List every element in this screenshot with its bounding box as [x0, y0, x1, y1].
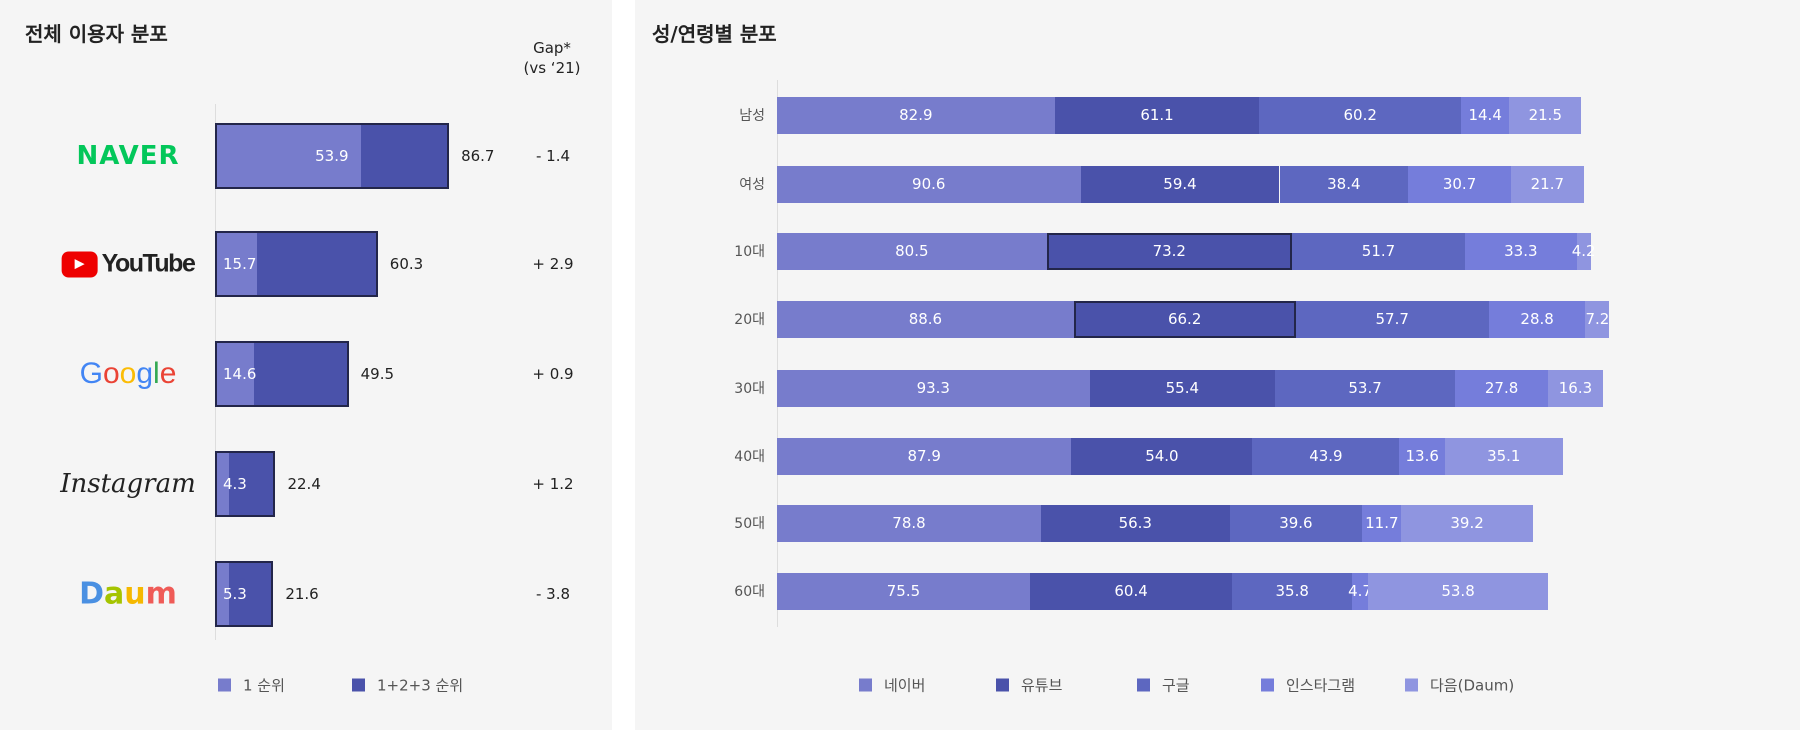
segment-남성-다음(Daum): 21.5 — [1509, 96, 1582, 134]
bar-rank1-instagram: 4.3 — [217, 453, 247, 515]
segment-10대-다음(Daum): 4.2 — [1572, 232, 1596, 270]
segment-40대-구글: 43.9 — [1252, 437, 1400, 475]
overall-user-panel: 전체 이용자 분포 Gap* (vs ‘21) 53.9 86.7 - 1.4 15.… — [0, 0, 612, 730]
bar-rank1-naver: 53.9 — [217, 125, 361, 187]
right-chart-title: 성/연령별 분포 — [652, 22, 777, 46]
segment-남성-인스타그램: 14.4 — [1461, 96, 1510, 134]
gap-value: - 1.4 — [535, 147, 571, 165]
category-label: 40대 — [734, 449, 765, 465]
legend-swatch — [1137, 678, 1150, 692]
legend-item-유튜브: 유튜브 — [996, 675, 1062, 696]
segment-30대-유튜브: 55.4 — [1089, 369, 1276, 407]
segment-10대-네이버: 80.5 — [777, 232, 1047, 270]
gap-value: - 3.8 — [535, 585, 571, 603]
category-label: 30대 — [734, 381, 765, 397]
logo-naver: NAVER — [76, 141, 180, 171]
logo-instagram: Instagram — [60, 469, 196, 499]
category-label: 60대 — [734, 584, 765, 600]
legend-label: 네이버 — [884, 676, 926, 695]
category-label: 여성 — [739, 177, 765, 193]
segment-40대-유튜브: 54.0 — [1071, 437, 1253, 475]
segment-30대-구글: 53.7 — [1275, 369, 1456, 407]
segment-60대-다음(Daum): 53.8 — [1367, 572, 1549, 610]
segment-여성-다음(Daum): 21.7 — [1510, 165, 1584, 203]
segment-50대-다음(Daum): 39.2 — [1401, 504, 1533, 542]
segment-60대-인스타그램: 4.7 — [1348, 572, 1372, 610]
logo-google: Google — [79, 357, 177, 390]
gap-header-line2: (vs ‘21) — [523, 59, 581, 77]
gap-value: + 2.9 — [532, 255, 574, 273]
segment-남성-네이버: 82.9 — [777, 96, 1055, 134]
legend-swatch — [1405, 678, 1418, 692]
segment-10대-구글: 51.7 — [1291, 232, 1466, 270]
segment-40대-다음(Daum): 35.1 — [1444, 437, 1563, 475]
legend-item-구글: 구글 — [1137, 675, 1190, 696]
category-label: 50대 — [734, 516, 765, 532]
gap-value: + 1.2 — [532, 475, 574, 493]
gap-value: + 0.9 — [532, 365, 574, 383]
segment-50대-구글: 39.6 — [1229, 504, 1363, 542]
segment-20대-네이버: 88.6 — [777, 300, 1074, 338]
legend-item-rank123: 1+2+3 순위 — [352, 675, 463, 696]
bar-rank1-google: 14.6 — [217, 343, 256, 405]
logo-daum: Daum — [79, 576, 177, 612]
bar-rank1-daum: 5.3 — [217, 563, 247, 625]
segment-60대-유튜브: 60.4 — [1029, 572, 1233, 610]
legend-swatch — [1261, 678, 1274, 692]
segment-30대-다음(Daum): 16.3 — [1548, 369, 1603, 407]
segment-50대-인스타그램: 11.7 — [1362, 504, 1402, 542]
segment-40대-네이버: 87.9 — [777, 437, 1072, 475]
legend-label: 유튜브 — [1021, 676, 1063, 695]
segment-40대-인스타그램: 13.6 — [1399, 437, 1445, 475]
value-label-total: 60.3 — [389, 255, 424, 273]
gap-header: Gap* (vs ‘21) — [523, 38, 580, 78]
segment-20대-구글: 57.7 — [1295, 300, 1489, 338]
left-chart-title: 전체 이용자 분포 — [25, 22, 168, 46]
category-label: 20대 — [734, 312, 765, 328]
segment-50대-유튜브: 56.3 — [1040, 504, 1230, 542]
legend-label: 구글 — [1162, 676, 1190, 695]
value-label-total: 86.7 — [461, 147, 495, 165]
segment-60대-구글: 35.8 — [1232, 572, 1353, 610]
legend-swatch — [996, 678, 1009, 692]
legend-label: 다음(Daum) — [1430, 676, 1515, 695]
segment-30대-인스타그램: 27.8 — [1455, 369, 1549, 407]
bar-rank1-youtube: 15.7 — [217, 233, 258, 295]
category-label: 10대 — [734, 244, 765, 260]
segment-60대-네이버: 75.5 — [777, 572, 1030, 610]
segment-여성-구글: 38.4 — [1279, 165, 1409, 203]
segment-10대-유튜브: 73.2 — [1046, 232, 1292, 270]
segment-여성-네이버: 90.6 — [777, 165, 1081, 203]
value-label-total: 22.4 — [287, 475, 321, 493]
segment-남성-구글: 60.2 — [1259, 96, 1462, 134]
legend-item-다음(Daum): 다음(Daum) — [1405, 675, 1514, 696]
segment-50대-네이버: 78.8 — [777, 504, 1041, 542]
segment-20대-다음(Daum): 7.2 — [1585, 300, 1610, 338]
value-label-total: 21.6 — [285, 585, 319, 603]
legend-label: 인스타그램 — [1286, 676, 1356, 695]
segment-남성-유튜브: 61.1 — [1054, 96, 1260, 134]
legend-swatch — [218, 678, 231, 692]
legend-label: 1+2+3 순위 — [377, 676, 464, 695]
legend-label: 1 순위 — [243, 676, 285, 695]
value-label-total: 49.5 — [360, 365, 395, 383]
segment-10대-인스타그램: 33.3 — [1465, 232, 1577, 270]
legend-swatch — [352, 678, 365, 692]
logo-youtube: ▶ YouTube — [61, 250, 196, 279]
segment-20대-유튜브: 66.2 — [1073, 300, 1296, 338]
right-axis — [777, 80, 778, 627]
legend-item-네이버: 네이버 — [859, 675, 925, 696]
legend-swatch — [859, 678, 872, 692]
segment-여성-인스타그램: 30.7 — [1408, 165, 1511, 203]
legend-item-인스타그램: 인스타그램 — [1261, 675, 1355, 696]
category-label: 남성 — [739, 108, 765, 124]
gender-age-panel: 성/연령별 분포 남성 82.9 61.1 60.2 14.4 21.5 여성 90.6 59.… — [635, 0, 1800, 730]
gap-header-line1: Gap* — [533, 39, 571, 57]
legend-item-rank1: 1 순위 — [218, 675, 285, 696]
segment-여성-유튜브: 59.4 — [1080, 165, 1280, 203]
segment-30대-네이버: 93.3 — [777, 369, 1090, 407]
segment-20대-인스타그램: 28.8 — [1488, 300, 1586, 338]
